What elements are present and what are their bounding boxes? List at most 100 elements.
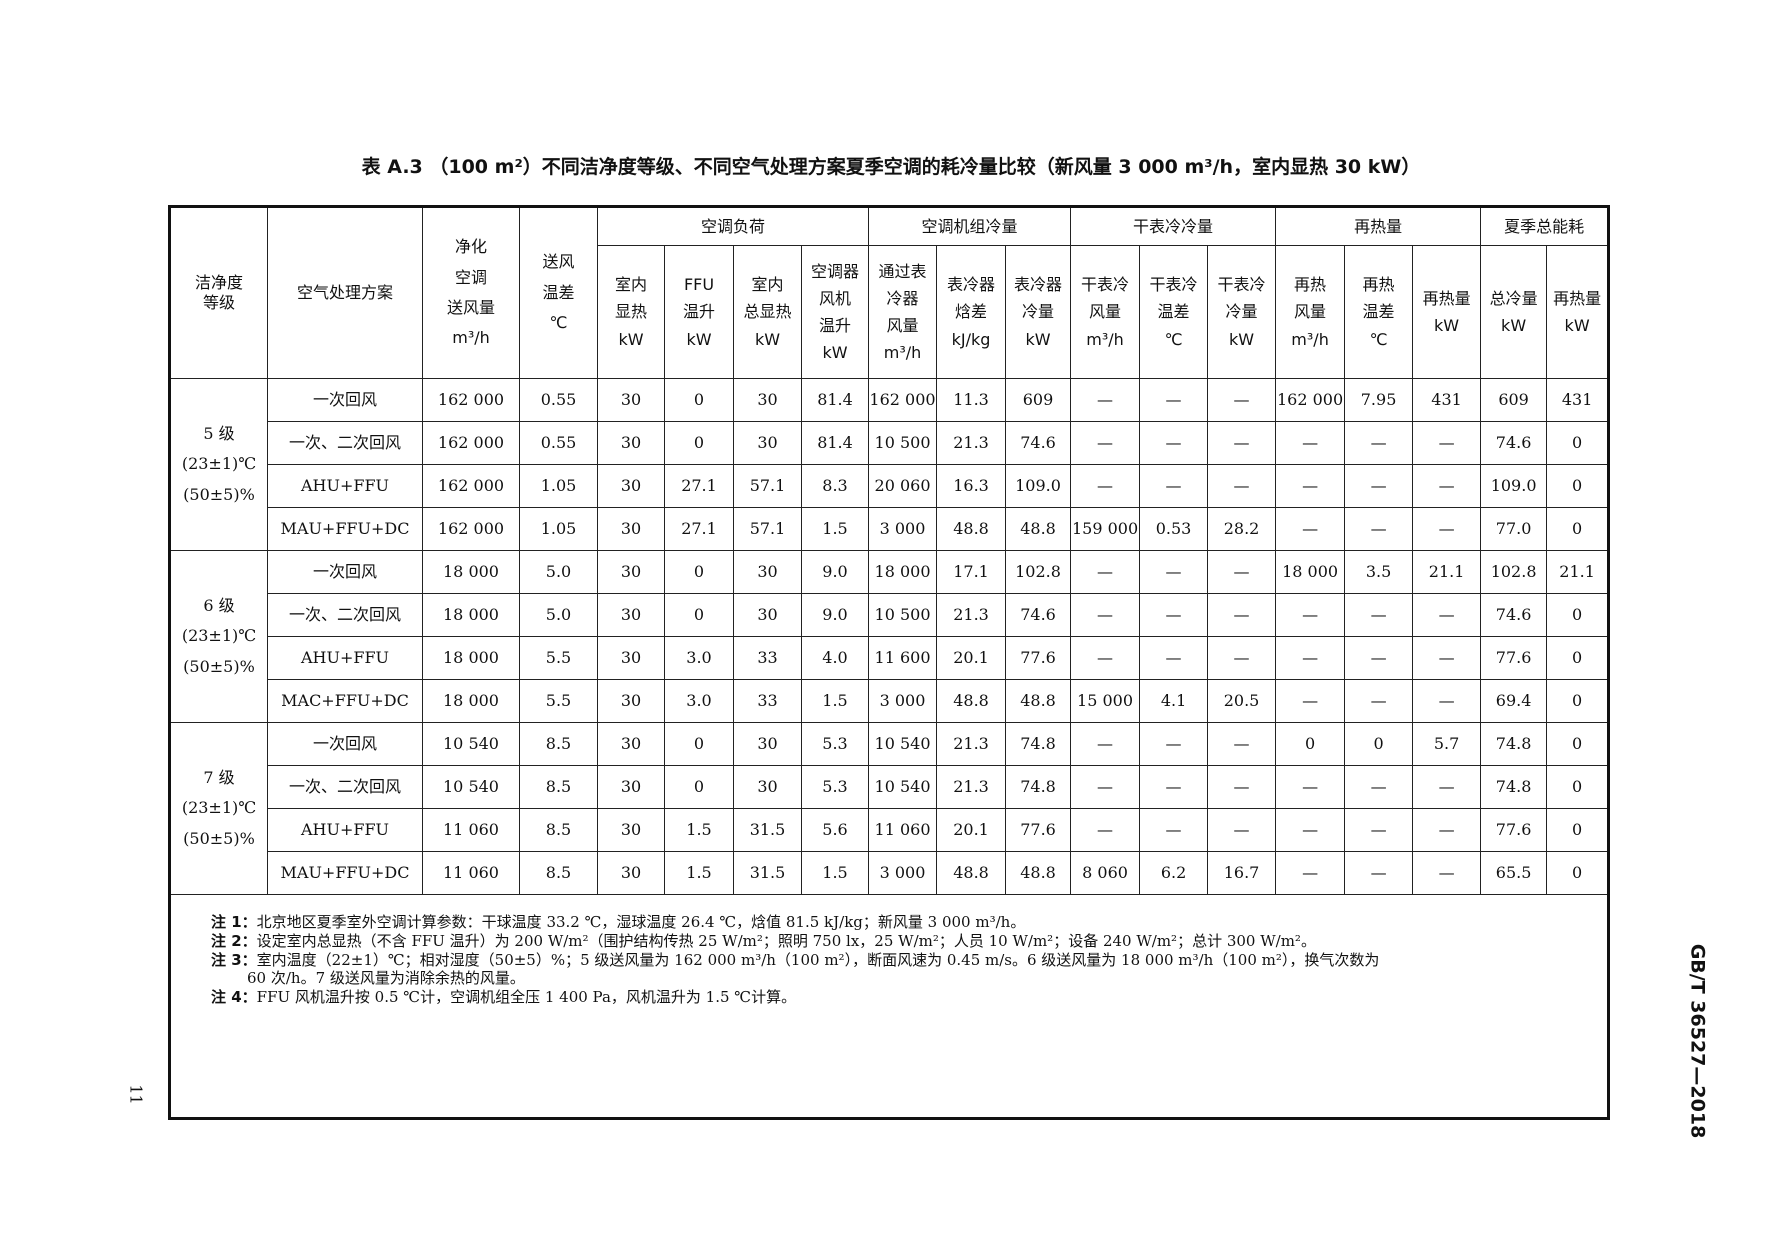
header-sub-column: 再热 风量 m³/h	[1275, 245, 1346, 379]
value-cell: 28.2	[1207, 507, 1277, 551]
value-cell: 21.3	[936, 421, 1007, 465]
value-cell: 18 000	[422, 679, 520, 723]
value-cell: 0	[1546, 464, 1610, 508]
value-cell: 3.0	[664, 679, 734, 723]
value-cell: 48.8	[1005, 679, 1072, 723]
value-cell: 109.0	[1005, 464, 1072, 508]
value-cell: 0.53	[1139, 507, 1209, 551]
value-cell: 77.6	[1005, 808, 1072, 852]
value-cell: —	[1275, 593, 1346, 637]
value-cell: —	[1139, 636, 1209, 680]
value-cell: 109.0	[1480, 464, 1548, 508]
value-cell: 0	[664, 421, 734, 465]
value-cell: —	[1344, 464, 1414, 508]
value-cell: 0	[1546, 765, 1610, 809]
header-level: 洁净度 等级	[169, 206, 268, 379]
value-cell: 30	[597, 636, 665, 680]
value-cell: 30	[597, 593, 665, 637]
table-row: AHU+FFU 162 000 1.05 30 27.1 57.1 8.3 20 060 16.…	[170, 464, 1610, 508]
value-cell: 3.5	[1344, 550, 1414, 594]
value-cell: 162 000	[868, 378, 938, 422]
value-cell: 1.05	[519, 507, 598, 551]
value-cell: 15 000	[1070, 679, 1141, 723]
value-cell: 74.6	[1005, 421, 1072, 465]
value-cell: 69.4	[1480, 679, 1548, 723]
value-cell: 48.8	[1005, 507, 1072, 551]
value-cell: 81.4	[800, 378, 870, 422]
table-row: AHU+FFU 11 060 8.5 30 1.5 31.5 5.6 11 060 20.1 77…	[170, 808, 1610, 852]
header-sub-column: 室内 显热 kW	[597, 245, 665, 379]
value-cell: 9.0	[800, 593, 870, 637]
value-cell: 74.6	[1480, 593, 1548, 637]
value-cell: 162 000	[422, 421, 520, 465]
value-cell: 4.1	[1139, 679, 1209, 723]
value-cell: —	[1275, 679, 1346, 723]
value-cell: 5.3	[800, 722, 870, 766]
value-cell: 16.7	[1207, 851, 1277, 895]
value-cell: 21.3	[936, 765, 1007, 809]
value-cell: 74.6	[1480, 421, 1548, 465]
value-cell: 18 000	[422, 636, 520, 680]
header-sub-column: 再热量 kW	[1546, 245, 1610, 379]
note-continuation: 60 次/h。7 级送风量为消除余热的风量。	[247, 969, 525, 988]
cleanliness-level-cell: 7 级 (23±1)℃ (50±5)%	[169, 722, 268, 895]
value-cell: —	[1139, 421, 1209, 465]
value-cell: 1.5	[800, 507, 870, 551]
note: 注 3：室内温度（22±1）℃；相对湿度（50±5）%；5 级送风量为 162 …	[211, 951, 1595, 970]
value-cell: 10 500	[868, 593, 938, 637]
value-cell: 0	[1546, 851, 1610, 895]
value-cell: 609	[1480, 378, 1548, 422]
scheme-cell: AHU+FFU	[267, 808, 423, 852]
value-cell: 27.1	[664, 464, 734, 508]
value-cell: 0	[1546, 636, 1610, 680]
scheme-cell: MAU+FFU+DC	[267, 851, 423, 895]
header-group-load: 空调负荷	[596, 206, 870, 246]
value-cell: 162 000	[422, 378, 520, 422]
value-cell: 21.1	[1412, 550, 1482, 594]
value-cell: 77.6	[1005, 636, 1072, 680]
value-cell: 33	[733, 636, 802, 680]
value-cell: 48.8	[936, 851, 1007, 895]
value-cell: —	[1275, 507, 1346, 551]
value-cell: —	[1207, 636, 1277, 680]
value-cell: —	[1275, 421, 1346, 465]
table-row: 一次、二次回风 162 000 0.55 30 0 30 81.4 10 500 21.3 74.…	[170, 421, 1610, 465]
value-cell: 30	[597, 679, 665, 723]
note-text: FFU 风机温升按 0.5 ℃计，空调机组全压 1 400 Pa，风机温升为 1…	[256, 988, 797, 1006]
scheme-cell: AHU+FFU	[267, 464, 423, 508]
value-cell: 3 000	[868, 851, 938, 895]
scheme-cell: 一次、二次回风	[267, 421, 423, 465]
table-row: 7 级 (23±1)℃ (50±5)% 一次回风 10 540 8.5 30 0 30 5.3…	[169, 722, 1610, 895]
value-cell: 77.0	[1480, 507, 1548, 551]
value-cell: 8.5	[519, 722, 598, 766]
value-cell: —	[1412, 851, 1482, 895]
value-cell: —	[1412, 679, 1482, 723]
value-cell: 11 060	[868, 808, 938, 852]
note-label: 注 3：	[211, 950, 257, 969]
value-cell: 8.3	[800, 464, 870, 508]
table-row: 一次、二次回风 10 540 8.5 30 0 30 5.3 10 540 21.3 74.8— —…	[170, 765, 1610, 809]
value-cell: —	[1275, 851, 1346, 895]
value-cell: 8.5	[519, 851, 598, 895]
value-cell: 0	[1546, 593, 1610, 637]
value-cell: 102.8	[1480, 550, 1548, 594]
value-cell: 5.0	[519, 550, 598, 594]
note-label: 注 4：	[211, 988, 257, 1006]
value-cell: 5.0	[519, 593, 598, 637]
standard-number: GB/T 36527—2018	[1686, 943, 1709, 1139]
notes-section: 注 1：北京地区夏季室外空调计算参数：干球温度 33.2 ℃，湿球温度 26.4…	[168, 894, 1610, 1119]
header-sub-column: 再热量 kW	[1412, 245, 1482, 379]
value-cell: —	[1139, 464, 1209, 508]
value-cell: 20.5	[1207, 679, 1277, 723]
scheme-cell: MAU+FFU+DC	[267, 507, 423, 551]
header-supply-dt: 送风 温差 ℃	[519, 206, 598, 379]
value-cell: 0	[664, 550, 734, 594]
value-cell: —	[1070, 636, 1141, 680]
value-cell: —	[1139, 593, 1209, 637]
value-cell: 3.0	[664, 636, 734, 680]
scheme-cell: 一次回风	[267, 378, 423, 422]
value-cell: 8 060	[1070, 851, 1141, 895]
value-cell: 30	[597, 378, 665, 422]
value-cell: —	[1207, 808, 1277, 852]
table-row: 5 级 (23±1)℃ (50±5)% 一次回风 162 000 0.55 30 0 30 8…	[169, 378, 1610, 551]
